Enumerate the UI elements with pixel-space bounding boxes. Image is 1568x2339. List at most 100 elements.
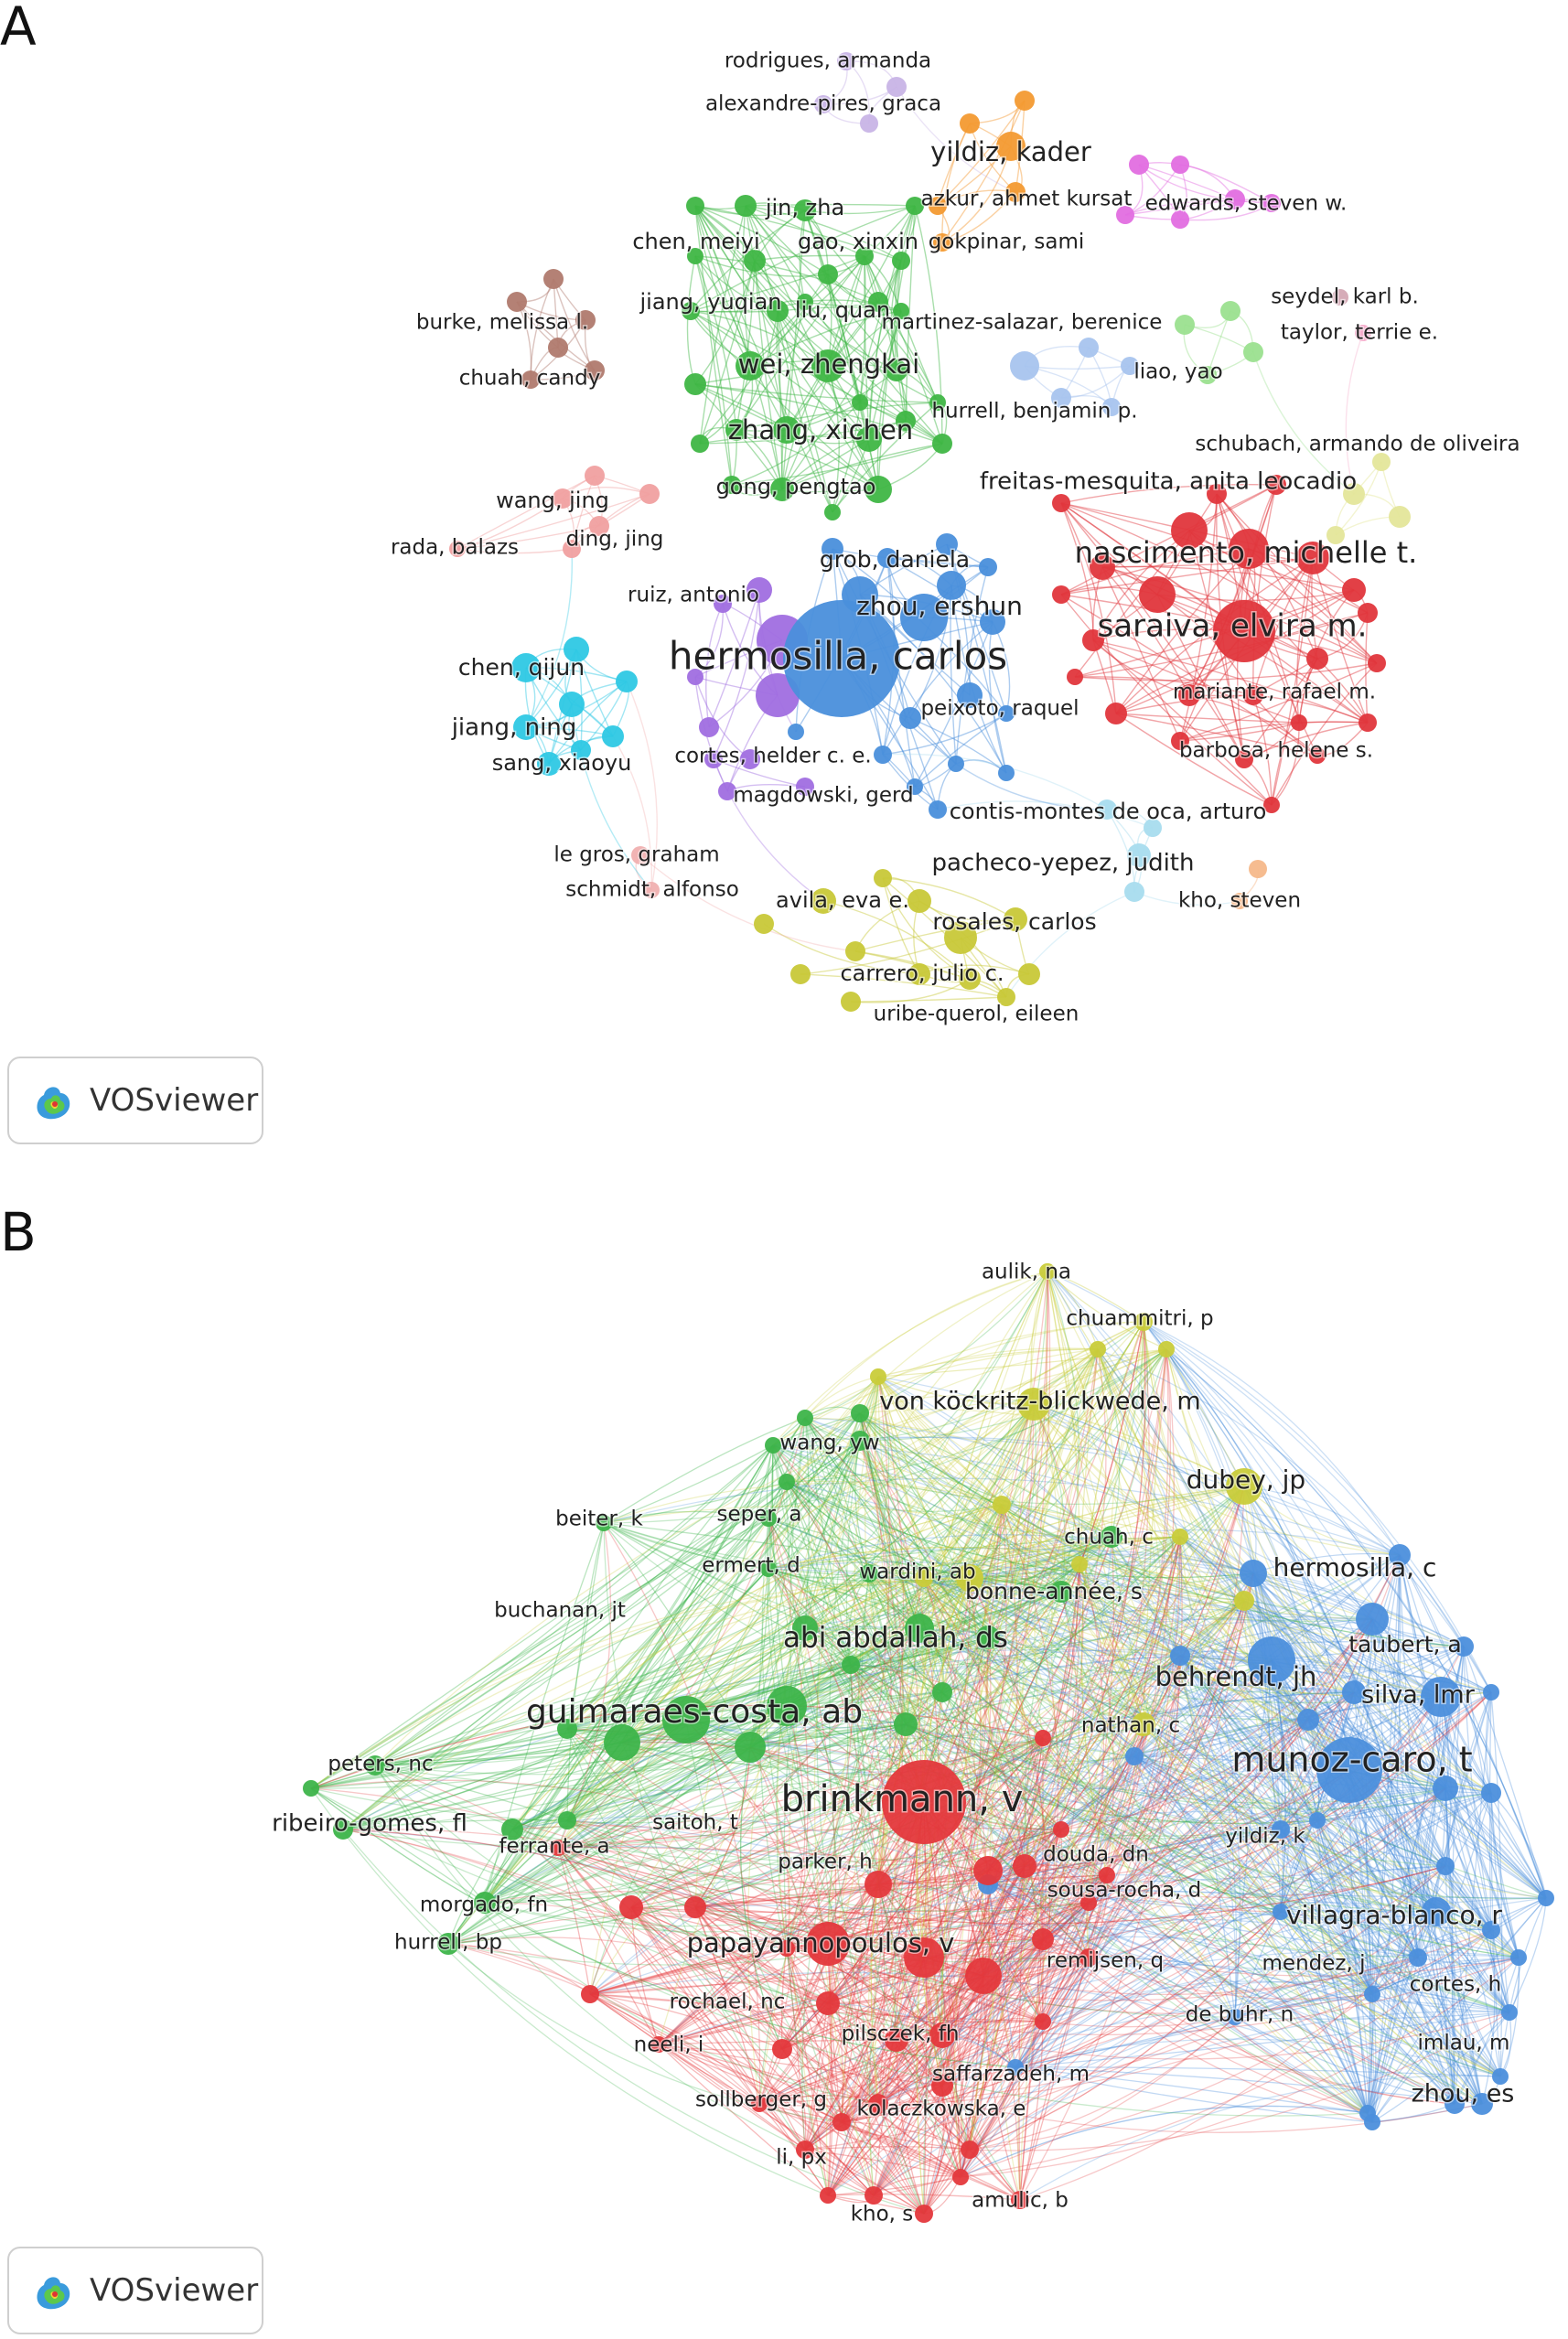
node-label-wei-zhengkai[interactable]: wei, zhengkai bbox=[736, 348, 920, 381]
node-label-freitas-mesquita-anita-leocadio[interactable]: freitas-mesquita, anita leocadio bbox=[978, 467, 1358, 497]
network-node-red[interactable] bbox=[1229, 529, 1269, 569]
node-label-contis-montes-de-oca-arturo[interactable]: contis-montes de oca, arturo bbox=[948, 798, 1268, 826]
network-node-red[interactable] bbox=[904, 1937, 944, 1978]
node-label-chen-qijun[interactable]: chen, qijun bbox=[456, 653, 585, 682]
network-node-magenta[interactable] bbox=[1225, 189, 1245, 209]
network-node-green[interactable] bbox=[865, 476, 892, 503]
network-node-red[interactable] bbox=[885, 2028, 908, 2052]
node-label-beiter-k[interactable]: beiter, k bbox=[554, 1506, 645, 1532]
network-node-peach[interactable] bbox=[1231, 893, 1248, 909]
network-node-yellow[interactable] bbox=[944, 921, 977, 954]
node-label-schmidt-alfonso[interactable]: schmidt, alfonso bbox=[564, 876, 741, 903]
network-node-red[interactable] bbox=[1266, 475, 1286, 495]
network-node-yellow[interactable] bbox=[874, 869, 892, 887]
network-node-orange[interactable] bbox=[1005, 182, 1026, 202]
node-label-rodrigues-armanda[interactable]: rodrigues, armanda bbox=[723, 48, 932, 74]
network-node-green[interactable] bbox=[797, 294, 813, 310]
network-node-blue[interactable] bbox=[1356, 1603, 1389, 1636]
node-label-peters-nc[interactable]: peters, nc bbox=[327, 1751, 435, 1777]
node-label-villagra-blanco-r[interactable]: villagra-blanco, r bbox=[1285, 1899, 1504, 1932]
node-label-douda-dn[interactable]: douda, dn bbox=[1042, 1841, 1151, 1868]
network-node-yellow[interactable] bbox=[1158, 1341, 1175, 1357]
network-node-blue[interactable] bbox=[1342, 1680, 1366, 1704]
node-label-kho-steven[interactable]: kho, steven bbox=[1176, 887, 1302, 914]
network-node-yellow[interactable] bbox=[1134, 1313, 1153, 1331]
network-node-red[interactable] bbox=[973, 1856, 1003, 1885]
node-label-parker-h[interactable]: parker, h bbox=[777, 1849, 874, 1875]
network-node-lilac[interactable] bbox=[814, 95, 832, 113]
network-node-lightpink[interactable] bbox=[1355, 325, 1371, 341]
node-label-abi-abdallah-ds[interactable]: abi abdallah, ds bbox=[782, 1620, 1010, 1656]
node-label-nathan-c[interactable]: nathan, c bbox=[1079, 1712, 1181, 1739]
node-label-nascimento-michelle-t[interactable]: nascimento, michelle t. bbox=[1073, 534, 1419, 572]
node-label-burke-melissa-l[interactable]: burke, melissa l. bbox=[414, 309, 589, 336]
network-node-green[interactable] bbox=[682, 302, 700, 320]
node-label-alexandre-pires-graca[interactable]: alexandre-pires, graca bbox=[703, 91, 942, 117]
network-node-green[interactable] bbox=[691, 435, 709, 453]
network-node-red[interactable] bbox=[1243, 685, 1263, 705]
network-node-red[interactable] bbox=[684, 1896, 706, 1918]
network-node-blue[interactable] bbox=[1421, 1677, 1461, 1717]
network-node-magenta[interactable] bbox=[1262, 194, 1281, 212]
node-label-gao-xinxin[interactable]: gao, xinxin bbox=[796, 228, 919, 256]
network-node-yellow[interactable] bbox=[997, 988, 1015, 1006]
node-label-jin-zha[interactable]: jin, zha bbox=[763, 194, 845, 222]
network-node-red[interactable] bbox=[868, 2094, 888, 2114]
node-label-ding-jing[interactable]: ding, jing bbox=[564, 526, 665, 553]
node-label-jiang-yuqian[interactable]: jiang, yuqian bbox=[638, 288, 783, 317]
network-node-cyan[interactable] bbox=[537, 752, 561, 776]
node-label-chuah-c[interactable]: chuah, c bbox=[1063, 1524, 1155, 1550]
node-label-seydel-karl-b[interactable]: seydel, karl b. bbox=[1270, 284, 1421, 310]
node-label-barbosa-helene-s[interactable]: barbosa, helene s. bbox=[1177, 737, 1374, 764]
network-node-red[interactable] bbox=[772, 2039, 792, 2059]
network-node-yellow[interactable] bbox=[1018, 963, 1040, 985]
network-node-orange[interactable] bbox=[996, 132, 1026, 161]
node-label-rochael-nc[interactable]: rochael, nc bbox=[668, 1989, 787, 2015]
network-node-pink[interactable] bbox=[563, 540, 581, 558]
network-node-paleyellow[interactable] bbox=[1372, 453, 1391, 471]
network-node-mauve[interactable] bbox=[1332, 289, 1348, 306]
node-label-schubach-armando-de-oliveira[interactable]: schubach, armando de oliveira bbox=[1194, 431, 1521, 457]
network-node-lightblue[interactable] bbox=[1079, 338, 1099, 358]
network-node-blue[interactable] bbox=[783, 600, 900, 717]
network-node-blue[interactable] bbox=[937, 571, 966, 600]
node-label-wang-yw[interactable]: wang, yw bbox=[779, 1430, 881, 1456]
network-node-red[interactable] bbox=[961, 2141, 979, 2159]
network-node-green[interactable] bbox=[1050, 1581, 1072, 1603]
network-node-yellow[interactable] bbox=[1226, 1468, 1262, 1505]
network-node-yellow[interactable] bbox=[915, 1569, 933, 1587]
network-node-red[interactable] bbox=[779, 1940, 795, 1957]
network-node-blue[interactable] bbox=[1240, 1560, 1267, 1587]
network-node-blue[interactable] bbox=[1125, 1747, 1144, 1765]
network-node-lightcyan[interactable] bbox=[1124, 882, 1144, 902]
network-node-green[interactable] bbox=[744, 250, 766, 272]
network-node-red[interactable] bbox=[1090, 554, 1115, 580]
network-node-yellow[interactable] bbox=[1071, 1556, 1088, 1572]
network-node-yellow[interactable] bbox=[811, 888, 836, 914]
network-node-blue[interactable] bbox=[1007, 2059, 1024, 2076]
node-label-le-gros-graham[interactable]: le gros, graham bbox=[553, 842, 721, 868]
network-node-red[interactable] bbox=[1105, 703, 1127, 724]
network-node-green[interactable] bbox=[906, 197, 924, 215]
network-node-cyan[interactable] bbox=[511, 653, 541, 682]
node-label-sang-xiaoyu[interactable]: sang, xiaoyu bbox=[490, 749, 633, 778]
node-label-mariante-rafael-m[interactable]: mariante, rafael m. bbox=[1171, 679, 1377, 705]
network-node-green[interactable] bbox=[779, 1474, 795, 1490]
network-node-green[interactable] bbox=[558, 1811, 576, 1829]
network-node-purple[interactable] bbox=[699, 717, 719, 737]
network-node-red[interactable] bbox=[931, 2075, 953, 2097]
network-node-green[interactable] bbox=[932, 434, 952, 454]
network-node-purple[interactable] bbox=[718, 782, 736, 800]
network-node-blue[interactable] bbox=[1538, 1890, 1554, 1906]
network-node-blue[interactable] bbox=[929, 800, 947, 819]
node-label-wardini-ab[interactable]: wardini, ab bbox=[858, 1559, 977, 1585]
network-node-yellow[interactable] bbox=[1234, 1591, 1254, 1611]
network-node-yellow[interactable] bbox=[790, 964, 811, 984]
node-label-ruiz-antonio[interactable]: ruiz, antonio bbox=[627, 582, 761, 608]
network-node-green[interactable] bbox=[684, 373, 706, 395]
network-node-green[interactable] bbox=[797, 1410, 813, 1426]
network-node-blue[interactable] bbox=[877, 548, 897, 568]
network-node-green[interactable] bbox=[850, 1431, 870, 1451]
network-node-blue[interactable] bbox=[1297, 1709, 1319, 1731]
network-node-blue[interactable] bbox=[1364, 1986, 1380, 2002]
